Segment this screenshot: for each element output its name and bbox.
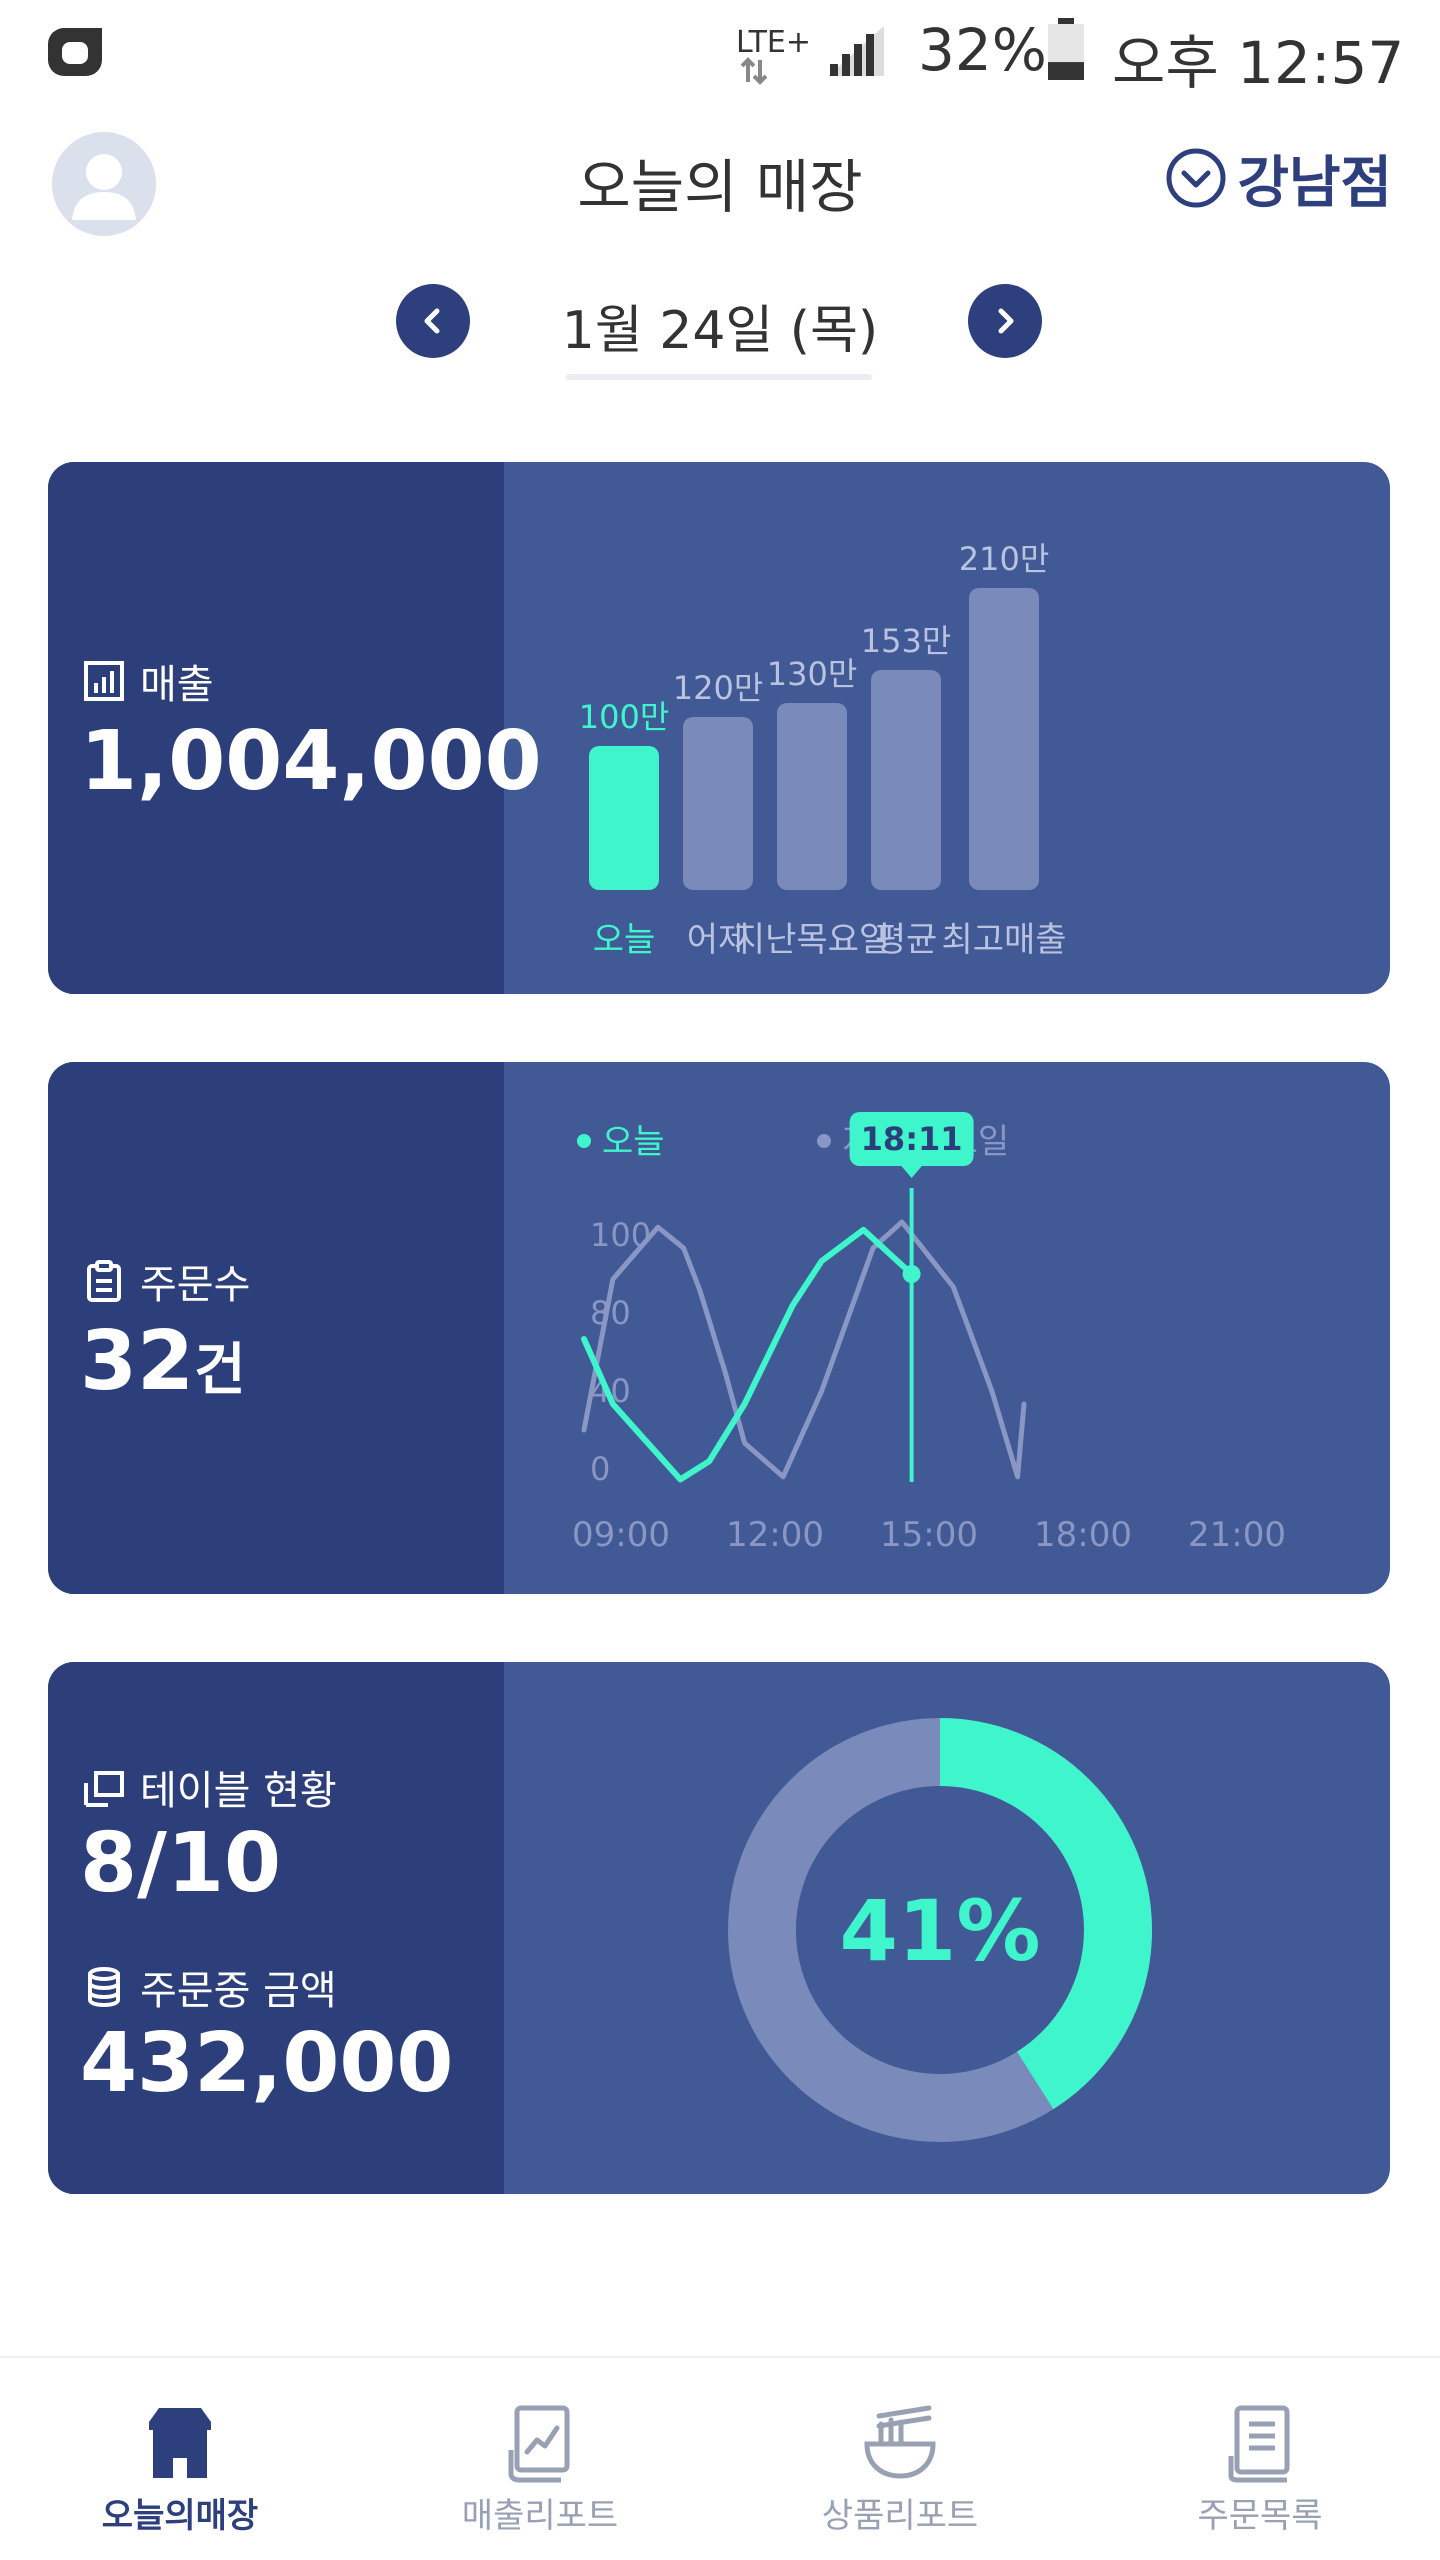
current-date[interactable]: 1월 24일 (목): [561, 301, 879, 361]
marker-tooltip: [849, 1112, 974, 1166]
legend-dot-today: [577, 1134, 591, 1148]
occupancy-donut-chart: 41%: [504, 1662, 1390, 2194]
orders-count: 32: [80, 1314, 195, 1409]
series-line-0: [581, 1226, 915, 1483]
carrier-logo-icon: [48, 28, 102, 76]
nav-order-list[interactable]: 주문목록: [1080, 2358, 1440, 2560]
previous-date-button[interactable]: [396, 284, 470, 358]
coins-icon: [88, 1967, 120, 2008]
page-title: 오늘의 매장: [577, 153, 863, 221]
battery-percent: 32%: [918, 16, 1047, 84]
sales-summary: 매출 1,004,000: [48, 462, 542, 994]
nav-product-report[interactable]: 상품리포트: [720, 2358, 1080, 2560]
status-bar: LTE+ 32% 오후 12:57: [0, 0, 1440, 104]
x-tick-label-2: 15:00: [880, 1515, 978, 1555]
x-tick-label-0: 09:00: [572, 1515, 670, 1555]
svg-text:LTE+: LTE+: [736, 25, 811, 60]
tables-summary: 테이블 현황 8/10 주문중 금액 432,000: [48, 1662, 504, 2194]
series-line-1: [581, 1219, 1027, 1480]
store-selector[interactable]: 강남점: [1165, 144, 1392, 216]
tables-value: 8/10: [80, 1816, 282, 1911]
sales-bar-value-label-3: 153만: [860, 621, 952, 660]
legend-dot-last-thursday: [817, 1134, 831, 1148]
nav-sales-report[interactable]: 매출리포트: [360, 2358, 720, 2560]
sales-bar-category-label-3: 평균: [874, 920, 938, 960]
date-underline: [566, 374, 872, 380]
x-tick-label-3: 18:00: [1034, 1515, 1132, 1555]
chevron-right-icon: [998, 308, 1014, 334]
orders-unit: 건: [194, 1338, 246, 1403]
orders-line-chart: 오늘지난 목요일1008040009:0012:0015:0018:0021:0…: [504, 1062, 1390, 1594]
sales-bar-value-label-1: 120만: [672, 669, 764, 708]
battery-icon: [1048, 18, 1084, 80]
amount-label: 주문중 금액: [82, 1958, 337, 2016]
bottom-navigation: 오늘의매장 매출리포트 상품리포트 주문목록: [0, 2356, 1440, 2560]
sales-bar-category-label-2: 지난목요일: [733, 920, 891, 960]
report-chart-icon: [508, 2405, 570, 2483]
sales-bar-category-label-1: 어제: [686, 920, 750, 960]
marker-tooltip-pointer: [899, 1164, 924, 1178]
amount-value: 432,000: [80, 2016, 454, 2111]
sales-bar-0: [589, 746, 659, 890]
sales-value: 1,004,000: [80, 714, 542, 809]
sales-bar-4: [969, 587, 1039, 890]
clock: 오후 12:57: [1112, 29, 1405, 97]
legend-label-today: 오늘: [602, 1122, 665, 1162]
x-tick-label-4: 21:00: [1188, 1515, 1286, 1555]
bar-chart-icon: [84, 661, 124, 701]
nav-today-store[interactable]: 오늘의매장: [0, 2358, 360, 2560]
orders-summary: 주문수 32건: [48, 1062, 504, 1594]
marker-point: [902, 1265, 921, 1283]
date-navigator: 1월 24일 (목): [0, 270, 1440, 380]
tables-label: 테이블 현황: [82, 1758, 337, 1816]
orders-label: 주문수: [82, 1252, 250, 1310]
orders-card[interactable]: 주문수 32건 오늘지난 목요일1008040009:0012:0015:001…: [48, 1062, 1390, 1594]
chevron-down-circle-icon: [1166, 148, 1226, 208]
y-tick-label-3: 0: [590, 1450, 610, 1488]
sales-bar-1: [683, 717, 753, 890]
header: 오늘의 매장 강남점: [0, 110, 1440, 250]
lte-icon: LTE+: [736, 25, 811, 85]
orders-value: 32건: [80, 1314, 246, 1409]
x-tick-label-1: 12:00: [726, 1515, 824, 1555]
sales-bar-value-label-4: 210만: [958, 539, 1050, 578]
sales-bar-category-label-4: 최고매출: [941, 920, 1067, 960]
avatar[interactable]: [52, 132, 156, 236]
store-name: 강남점: [1237, 150, 1392, 216]
sales-label: 매출: [82, 652, 214, 710]
clipboard-icon: [87, 1260, 121, 1302]
donut-percent-label: 41%: [839, 1882, 1040, 1980]
sales-bar-3: [871, 669, 941, 890]
table-icon: [84, 1771, 124, 1807]
chevron-left-icon: [424, 308, 440, 334]
sales-bar-value-label-0: 100만: [578, 698, 670, 736]
signal-icon: [828, 26, 884, 76]
next-date-button[interactable]: [968, 284, 1042, 358]
marker-time-label: 18:11: [861, 1120, 963, 1158]
sales-bar-value-label-2: 130만: [766, 654, 858, 693]
sales-bar-category-label-0: 오늘: [592, 920, 656, 960]
receipt-icon: [1228, 2405, 1290, 2483]
user-icon: [72, 154, 136, 220]
sales-bar-2: [777, 702, 847, 890]
tables-card[interactable]: 테이블 현황 8/10 주문중 금액 432,000 41%: [48, 1662, 1390, 2194]
store-icon: [149, 2408, 211, 2478]
noodle-bowl-icon: [864, 2405, 936, 2479]
donut-occupied-slice: [728, 1718, 1152, 2142]
